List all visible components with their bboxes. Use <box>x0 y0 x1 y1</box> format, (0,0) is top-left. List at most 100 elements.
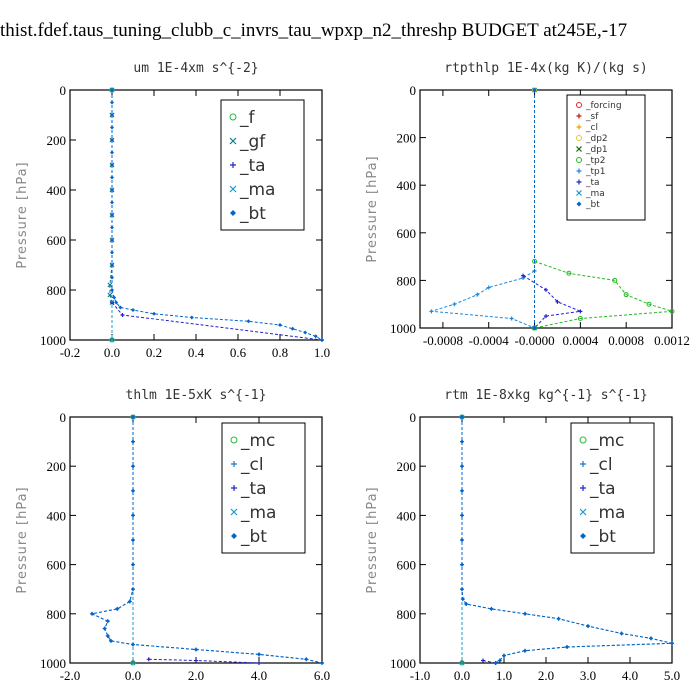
data-point <box>429 309 434 314</box>
data-point <box>566 270 572 276</box>
data-point <box>481 658 485 663</box>
y-tick-label: 1000 <box>40 333 66 348</box>
data-point <box>127 599 132 604</box>
legend-item: _mc <box>230 431 275 451</box>
legend-label: _mc <box>589 431 624 451</box>
x-tick-label: 6.0 <box>314 668 330 683</box>
x-tick-label: 0.0008 <box>608 333 644 348</box>
data-point <box>577 315 583 321</box>
legend-marker <box>580 533 586 539</box>
legend-marker <box>230 162 236 168</box>
data-point <box>612 277 618 283</box>
data-point <box>110 225 114 230</box>
legend-marker <box>231 533 237 539</box>
chart-3: thlm 1E-5xK s^{-1} Pressure [hPa] -2.0 0.0 2… <box>15 388 330 683</box>
y-tick-label: 200 <box>397 131 417 146</box>
data-point <box>246 319 251 324</box>
y-tick-label: 0 <box>60 83 67 98</box>
legend-marker <box>576 102 582 108</box>
y-tick-label: 200 <box>47 459 67 474</box>
series-line <box>532 87 538 331</box>
data-point <box>497 658 502 663</box>
series-path <box>431 270 535 329</box>
legend-label: _tp1 <box>585 167 605 177</box>
y-tick-label: 600 <box>397 226 417 241</box>
data-point <box>555 299 560 304</box>
legend-item: _ta <box>230 156 266 176</box>
series-line <box>532 88 537 330</box>
y-tick-label: 400 <box>397 178 417 193</box>
data-point <box>110 163 114 167</box>
y-tick-label: 1000 <box>390 656 416 671</box>
data-point <box>120 313 125 317</box>
data-point <box>194 658 198 663</box>
data-point <box>102 626 107 631</box>
legend: _forcing_sf_cl_dp2_dp1_tp2_tp1_ta_ma_bt <box>566 94 646 221</box>
legend-item: _sf <box>576 112 599 122</box>
legend-label: _mc <box>240 431 275 451</box>
x-tick-label: -0.0008 <box>423 333 463 348</box>
chart-2: rtpthlp 1E-4x(kg K)/(kg s) Pressure [hPa]… <box>365 61 690 348</box>
legend-label: _forcing <box>585 101 622 111</box>
legend-label: _dp1 <box>585 145 608 155</box>
legend-marker <box>580 485 586 491</box>
data-point <box>556 616 561 621</box>
legend-item: _gf <box>229 132 266 152</box>
x-tick-label: 3.0 <box>580 668 596 683</box>
data-point <box>460 415 464 419</box>
y-tick-label: 800 <box>397 273 417 288</box>
data-point <box>110 188 114 192</box>
data-point <box>489 606 494 611</box>
data-point <box>110 100 114 105</box>
data-point <box>152 311 156 316</box>
legend-item: _cl <box>580 455 613 475</box>
plot-frame <box>419 89 673 329</box>
data-point <box>460 513 464 518</box>
x-tick-label: 0.8 <box>272 345 288 360</box>
data-point <box>304 657 309 662</box>
legend-item: _dp2 <box>576 134 608 144</box>
legend-item: _cl <box>231 455 264 475</box>
legend-label: _ta <box>239 156 266 176</box>
legend-marker <box>230 210 236 216</box>
data-point <box>146 657 151 662</box>
data-point <box>114 300 119 305</box>
x-tick-label: -0.0004 <box>469 333 510 348</box>
data-point <box>109 337 115 343</box>
data-point <box>460 597 465 602</box>
series-line <box>532 258 675 331</box>
data-point <box>110 88 114 92</box>
legend-item: _bt <box>230 204 266 224</box>
legend-label: _tp2 <box>585 156 605 166</box>
data-point <box>110 113 114 117</box>
data-point <box>460 562 464 567</box>
x-tick-label: 0.4 <box>188 345 205 360</box>
legend-label: _bt <box>239 204 266 224</box>
series-line <box>532 87 537 331</box>
data-point <box>493 661 498 665</box>
data-point <box>670 641 674 646</box>
chart-title: rtm 1E-8xkg kg^{-1} s^{-1} <box>444 388 648 403</box>
data-point <box>278 323 282 327</box>
x-tick-label: 2.0 <box>538 668 554 683</box>
data-point <box>521 273 526 278</box>
data-point <box>565 645 569 650</box>
x-tick-label: 0.6 <box>230 345 247 360</box>
y-tick-label: 600 <box>47 558 67 573</box>
data-point <box>194 647 198 652</box>
y-tick-label: 200 <box>397 459 417 474</box>
data-point <box>110 138 114 142</box>
legend-label: _bt <box>585 200 600 210</box>
legend-marker <box>230 508 238 516</box>
data-point <box>131 439 135 444</box>
data-point <box>131 642 135 647</box>
chart-title: rtpthlp 1E-4x(kg K)/(kg s) <box>444 61 648 76</box>
data-point <box>110 125 114 130</box>
y-tick-label: 400 <box>47 508 67 523</box>
legend-item: _tp2 <box>576 156 605 166</box>
legend-label: _f <box>239 108 256 128</box>
data-point <box>460 439 464 444</box>
data-point <box>131 538 135 542</box>
data-point <box>523 648 527 653</box>
legend-item: _bt <box>231 527 267 547</box>
